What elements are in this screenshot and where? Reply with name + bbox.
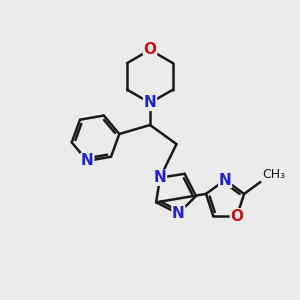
- Text: O: O: [143, 42, 157, 57]
- Text: N: N: [144, 95, 156, 110]
- Text: N: N: [154, 170, 166, 185]
- Text: N: N: [172, 206, 185, 221]
- Text: CH₃: CH₃: [262, 168, 285, 181]
- Text: N: N: [81, 153, 94, 168]
- Text: N: N: [219, 172, 232, 188]
- Text: O: O: [230, 209, 243, 224]
